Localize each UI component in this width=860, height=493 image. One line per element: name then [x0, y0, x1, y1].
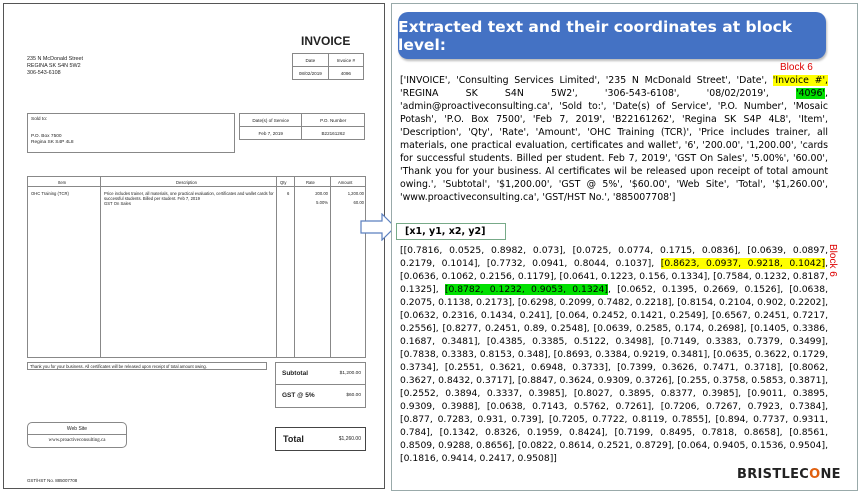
column-header-amount: Amount	[338, 180, 353, 185]
sold-to-line: Regina SK S4P 4L8	[31, 140, 74, 145]
total-box: Total $1,260.00	[275, 427, 366, 451]
gst-label: GST @ 5%	[282, 392, 315, 399]
total-label: Total	[283, 434, 304, 444]
total-value: $1,260.00	[338, 436, 361, 442]
invoice-title: INVOICE	[301, 34, 351, 48]
subtotal-label: Subtotal	[282, 370, 308, 377]
block-label-side: Block 6	[827, 244, 838, 277]
website-divider	[28, 434, 126, 435]
row-description-text: Price includes trainer, all materials, o…	[104, 191, 274, 201]
line-items-table: Item Description Qty Rate Amount OHC Tra…	[27, 176, 366, 358]
row-description: Price includes trainer, all materials, o…	[104, 191, 274, 206]
column-header-item: Item	[58, 180, 67, 185]
bristlecone-logo: BRISTLECONE	[737, 467, 841, 482]
invoice-document: INVOICE 235 N McDonald Street REGINA SK …	[3, 3, 385, 489]
thank-you-note: Thank you for your business. All certifi…	[27, 362, 267, 370]
invoice-no-value: 4096	[327, 66, 365, 80]
totals-box: Subtotal $1,200.00 GST @ 5% $60.00	[275, 362, 366, 408]
extracted-text-part: , 'admin@proactiveconsulting.ca', 'Sold …	[400, 88, 828, 203]
highlight-invoice-label: 'Invoice #',	[772, 75, 828, 86]
subtotal-row: Subtotal $1,200.00	[276, 363, 365, 385]
service-date-value: Feb 7, 2019	[238, 126, 303, 140]
panel-banner: Extracted text and their coordinates at …	[398, 12, 826, 59]
gst-row: GST @ 5% $60.00	[276, 385, 365, 407]
highlight-invoice-label-coords: [0.8623, 0.0937, 0.9218, 0.1042]	[660, 258, 826, 269]
date-label: Date	[292, 53, 329, 67]
extracted-coordinates: [[0.7816, 0.0525, 0.8982, 0.073], [0.072…	[400, 244, 828, 465]
line-items-header	[28, 177, 365, 187]
website-label: Web Site	[66, 426, 88, 432]
logo-text: NE	[820, 467, 841, 482]
row-rate: 200.00 5.00%	[308, 191, 328, 205]
column-divider	[276, 177, 277, 357]
sold-to-line: P.O. Box 7500	[31, 134, 62, 139]
row-rate-value: 200.00	[315, 191, 328, 196]
row-item: OHC Training (TCR)	[31, 191, 69, 196]
extraction-panel: Extracted text and their coordinates at …	[391, 3, 858, 491]
service-date-label: Date(s) of Service	[238, 113, 303, 127]
address-line: 235 N McDonald Street	[27, 56, 84, 62]
po-value: B22161262	[301, 126, 365, 140]
extracted-text: ['INVOICE', 'Consulting Services Limited…	[400, 74, 828, 204]
company-address: 235 N McDonald Street REGINA SK S4N 5W2 …	[27, 56, 83, 77]
row-amount: 1,200.00 60.00	[334, 191, 364, 205]
column-divider	[294, 177, 295, 357]
row-qty: 6	[287, 191, 290, 196]
column-header-description: Description	[176, 180, 197, 185]
arrow-right-icon	[360, 213, 396, 241]
gst-value: $60.00	[346, 393, 361, 398]
row-amount-gst: 60.00	[353, 200, 364, 205]
service-po-table: Date(s) of Service P.O. Number Feb 7, 20…	[238, 113, 365, 140]
highlight-invoice-number-coords: [0.8782, 0.1232, 0.9053, 0.1324]	[444, 284, 608, 295]
website-box: Web Site www.proactiveconsulting.ca	[27, 422, 127, 448]
subtotal-value: $1,200.00	[339, 371, 361, 376]
column-header-rate: Rate	[306, 180, 315, 185]
row-description-gst: GST On Sales	[104, 201, 131, 206]
logo-text: BRISTLEC	[737, 467, 810, 482]
coordinates-part: [[0.7816, 0.0525, 0.8982, 0.073], [0.072…	[400, 245, 828, 269]
sold-to-lines: P.O. Box 7500 Regina SK S4P 4L8	[31, 134, 74, 146]
highlight-invoice-number: '4096'	[796, 88, 826, 99]
coordinates-part: , [0.0636, 0.1062, 0.2156, 0.1179], [0.0…	[400, 258, 829, 295]
row-rate-gst: 5.00%	[316, 200, 328, 205]
extracted-text-part: 'REGINA SK S4N 5W2', '306-543-6108', '08…	[400, 88, 796, 99]
logo-accent: O	[809, 467, 821, 482]
coordinates-part: , [0.0652, 0.1395, 0.2669, 0.1526], [0.0…	[400, 284, 828, 464]
sold-to-box: Sold to: P.O. Box 7500 Regina SK S4P 4L8	[27, 113, 235, 153]
block-label-top: Block 6	[780, 62, 813, 73]
gst-number: GST/HST No. 885007708	[27, 478, 78, 483]
coordinate-format-label: [x1, y1, x2, y2]	[396, 223, 506, 240]
row-amount-value: 1,200.00	[347, 191, 364, 196]
column-divider	[100, 177, 101, 357]
column-header-qty: Qty	[280, 180, 287, 185]
extracted-text-part: ['INVOICE', 'Consulting Services Limited…	[400, 75, 773, 86]
sold-to-label: Sold to:	[31, 117, 48, 122]
address-line: 306-543-6108	[27, 70, 61, 76]
date-invoice-table: Date Invoice # 08/02/2019 4096	[292, 53, 365, 80]
website-value: www.proactiveconsulting.ca	[48, 438, 106, 443]
date-value: 08/02/2019	[292, 66, 329, 80]
po-label: P.O. Number	[301, 113, 365, 127]
column-divider	[330, 177, 331, 357]
invoice-no-label: Invoice #	[327, 53, 365, 67]
address-line: REGINA SK S4N 5W2	[27, 63, 81, 69]
